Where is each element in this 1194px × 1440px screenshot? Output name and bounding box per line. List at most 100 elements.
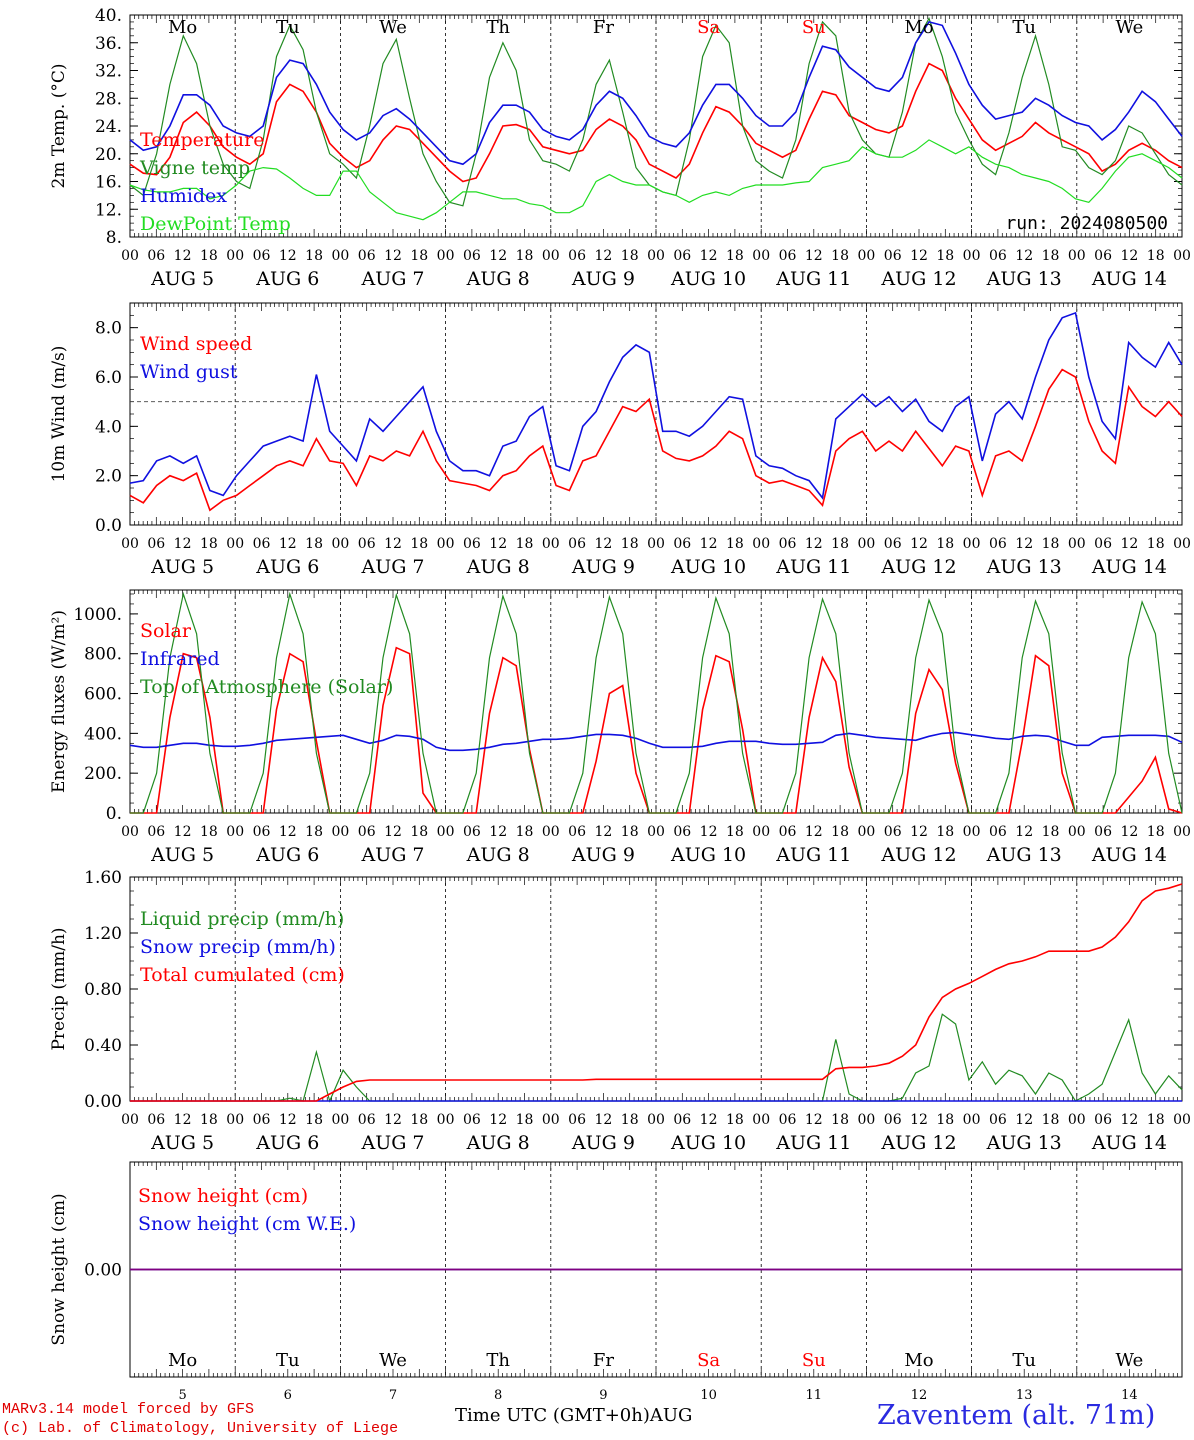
legend-entry: Top of Atmosphere (Solar): [140, 676, 393, 698]
date-label: AUG 5: [150, 844, 214, 866]
legend-entry: Snow precip (mm/h): [140, 936, 336, 958]
hour-label: 18: [621, 248, 639, 264]
hour-label: 18: [410, 248, 428, 264]
hour-label: 00: [331, 536, 349, 552]
panel-3: [129, 589, 1183, 814]
hour-label: 00: [752, 824, 770, 840]
y-axis-label: Energy fluxes (W/m²): [49, 610, 69, 793]
date-label: AUG 8: [466, 268, 530, 290]
date-label: AUG 10: [670, 1132, 746, 1154]
date-label: AUG 7: [360, 268, 424, 290]
hour-label: 12: [279, 248, 297, 264]
hour-label: 00: [963, 1112, 981, 1128]
hour-label: 06: [568, 1112, 586, 1128]
legend-entry: Total cumulated (cm): [140, 964, 345, 986]
hour-label: 06: [779, 1112, 797, 1128]
hour-label: 00: [857, 536, 875, 552]
date-label: AUG 6: [255, 1132, 319, 1154]
time-axis-title-text: Time UTC (GMT+0h): [455, 1405, 650, 1426]
hour-label: 06: [884, 248, 902, 264]
day-of-week-label: We: [379, 1350, 407, 1371]
hour-label: 18: [621, 824, 639, 840]
series-line-humidex: [129, 20, 1183, 166]
hour-label: 18: [726, 1112, 744, 1128]
hour-label: 18: [936, 1112, 954, 1128]
hour-label: 18: [1042, 536, 1060, 552]
hour-label: 06: [989, 248, 1007, 264]
hour-label: 06: [358, 1112, 376, 1128]
day-of-week-label: We: [1116, 17, 1144, 38]
hour-label: 18: [831, 248, 849, 264]
hour-label: 18: [831, 824, 849, 840]
legend-entry: Snow height (cm): [138, 1185, 308, 1207]
hour-label: 12: [594, 824, 612, 840]
hour-label: 18: [726, 536, 744, 552]
hour-label: 18: [831, 1112, 849, 1128]
hour-label: 00: [226, 536, 244, 552]
date-label: AUG 12: [880, 1132, 956, 1154]
date-label: AUG 5: [150, 1132, 214, 1154]
hour-label: 12: [700, 248, 718, 264]
legend-entry: Liquid precip (mm/h): [140, 908, 344, 930]
hour-label: 00: [1173, 824, 1191, 840]
hour-label: 18: [1042, 248, 1060, 264]
date-label: AUG 12: [880, 268, 956, 290]
y-tick-label: 600.: [84, 685, 122, 705]
hour-label: 06: [884, 824, 902, 840]
date-label: AUG 12: [880, 844, 956, 866]
date-label: AUG 13: [986, 1132, 1062, 1154]
run-label: run: 2024080500: [1005, 213, 1168, 234]
hour-label: 12: [1015, 1112, 1033, 1128]
hour-label: 00: [647, 824, 665, 840]
y-tick-label: 0.00: [84, 1092, 122, 1112]
hour-label: 12: [489, 536, 507, 552]
hour-label: 18: [621, 1112, 639, 1128]
date-label: AUG 6: [255, 268, 319, 290]
hour-label: 00: [857, 248, 875, 264]
hour-label: 06: [568, 536, 586, 552]
hour-label: 06: [989, 536, 1007, 552]
hour-label: 06: [1094, 248, 1112, 264]
hour-label: 12: [1120, 248, 1138, 264]
hour-label: 00: [1068, 248, 1086, 264]
hour-label: 18: [726, 824, 744, 840]
hour-label: 00: [857, 824, 875, 840]
hour-label: 06: [568, 248, 586, 264]
date-label: AUG 5: [150, 268, 214, 290]
hour-label: 06: [147, 1112, 165, 1128]
hour-label: 06: [147, 248, 165, 264]
date-label: AUG 9: [571, 1132, 635, 1154]
day-of-week-label: Fr: [593, 1350, 614, 1371]
day-of-week-label: We: [1116, 1350, 1144, 1371]
hour-label: 06: [673, 536, 691, 552]
y-axis-label: Snow height (cm): [49, 1193, 69, 1345]
hour-label: 00: [542, 248, 560, 264]
hour-label: 12: [279, 536, 297, 552]
hour-label: 18: [516, 824, 534, 840]
y-tick-label: 32.: [95, 62, 122, 82]
date-label: AUG 8: [466, 844, 530, 866]
date-label: AUG 6: [255, 844, 319, 866]
hour-label: 12: [700, 824, 718, 840]
hour-label: 18: [1042, 1112, 1060, 1128]
hour-label: 12: [174, 1112, 192, 1128]
y-tick-label: 24.: [95, 117, 122, 137]
y-tick-label: 400.: [84, 724, 122, 744]
day-of-week-label: We: [379, 17, 407, 38]
hour-label: 00: [331, 1112, 349, 1128]
day-of-week-label: Tu: [276, 17, 300, 38]
date-label: AUG 7: [360, 556, 424, 578]
hour-label: 00: [647, 248, 665, 264]
hour-label: 06: [1094, 1112, 1112, 1128]
hour-label: 12: [1120, 824, 1138, 840]
hour-label: 00: [1068, 1112, 1086, 1128]
date-label: AUG 11: [775, 556, 851, 578]
hour-label: 12: [279, 1112, 297, 1128]
hour-label: 00: [1068, 536, 1086, 552]
hour-label: 12: [1120, 1112, 1138, 1128]
hour-label: 18: [1147, 824, 1165, 840]
hour-label: 18: [305, 1112, 323, 1128]
hour-label: 18: [726, 248, 744, 264]
day-of-week-label: Mo: [168, 17, 197, 38]
panel-5: [129, 1161, 1183, 1378]
